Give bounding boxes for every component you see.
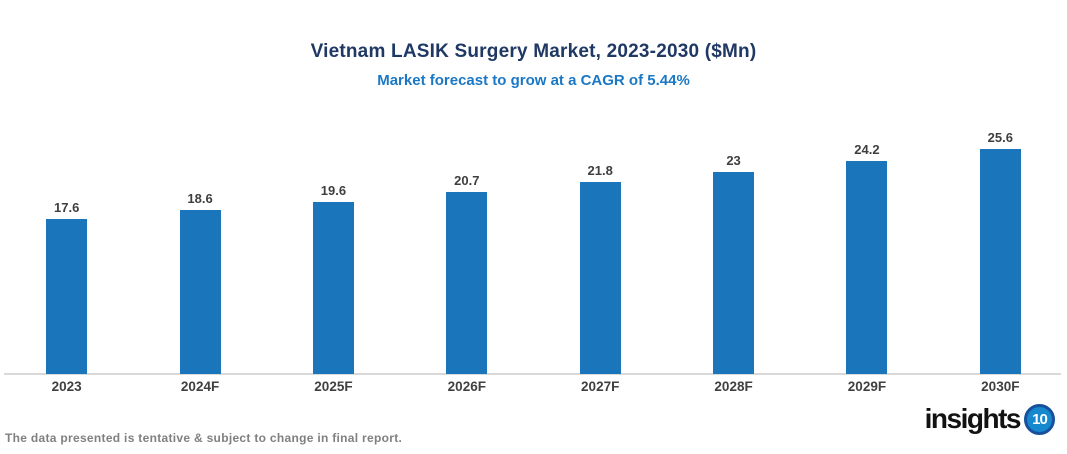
bar-chart: 17.6 18.6 19.6 20.7 21.8 23 24.2 25.6	[0, 110, 1067, 374]
bar-2027F	[579, 182, 621, 374]
bar-column: 23	[667, 110, 800, 374]
x-axis-labels: 2023 2024F 2025F 2026F 2027F 2028F 2029F 2030F	[0, 379, 1067, 394]
x-axis-label: 2023	[51, 379, 82, 394]
bar-value-label: 25.6	[987, 129, 1013, 145]
bar-2025F	[312, 201, 354, 374]
bar-value-label: 21.8	[587, 163, 613, 179]
bar-value-label: 23	[726, 152, 741, 168]
bar-2028F	[713, 171, 755, 374]
x-axis-label: 2026F	[447, 379, 486, 394]
bar-2023	[46, 219, 88, 374]
chart-title: Vietnam LASIK Surgery Market, 2023-2030 …	[310, 41, 757, 62]
bar-value-label: 18.6	[187, 191, 213, 207]
bar-column: 24.2	[800, 110, 933, 374]
bar-column: 25.6	[934, 110, 1067, 374]
bar-2030F	[979, 148, 1021, 374]
footer-disclaimer: The data presented is tentative & subjec…	[5, 431, 403, 445]
bar-value-label: 17.6	[54, 200, 80, 216]
bar-2026F	[446, 191, 488, 374]
bar-column: 20.7	[400, 110, 533, 374]
bar-2024F	[179, 210, 221, 374]
x-axis-line	[4, 373, 1061, 375]
bar-column: 18.6	[133, 110, 266, 374]
x-axis-label: 2030F	[981, 379, 1020, 394]
bar-column: 19.6	[267, 110, 400, 374]
bar-value-label: 20.7	[454, 172, 480, 188]
bar-value-label: 24.2	[854, 142, 880, 157]
bar-value-label: 19.6	[320, 182, 347, 198]
logo-wordmark: insights	[924, 402, 1022, 434]
x-axis-label: 2027F	[581, 379, 620, 394]
insights10-logo: insights 10	[925, 402, 1055, 435]
chart-subtitle: Market forecast to grow at a CAGR of 5.4…	[377, 72, 690, 89]
x-axis-label: 2025F	[314, 379, 353, 394]
x-axis-label: 2028F	[714, 379, 753, 394]
logo-badge-icon: 10	[1024, 404, 1055, 435]
bar-2029F	[846, 161, 888, 374]
x-axis-label: 2024F	[180, 379, 220, 394]
bar-column: 17.6	[0, 110, 133, 374]
bar-column: 21.8	[534, 110, 667, 374]
x-axis-label: 2029F	[847, 379, 887, 394]
